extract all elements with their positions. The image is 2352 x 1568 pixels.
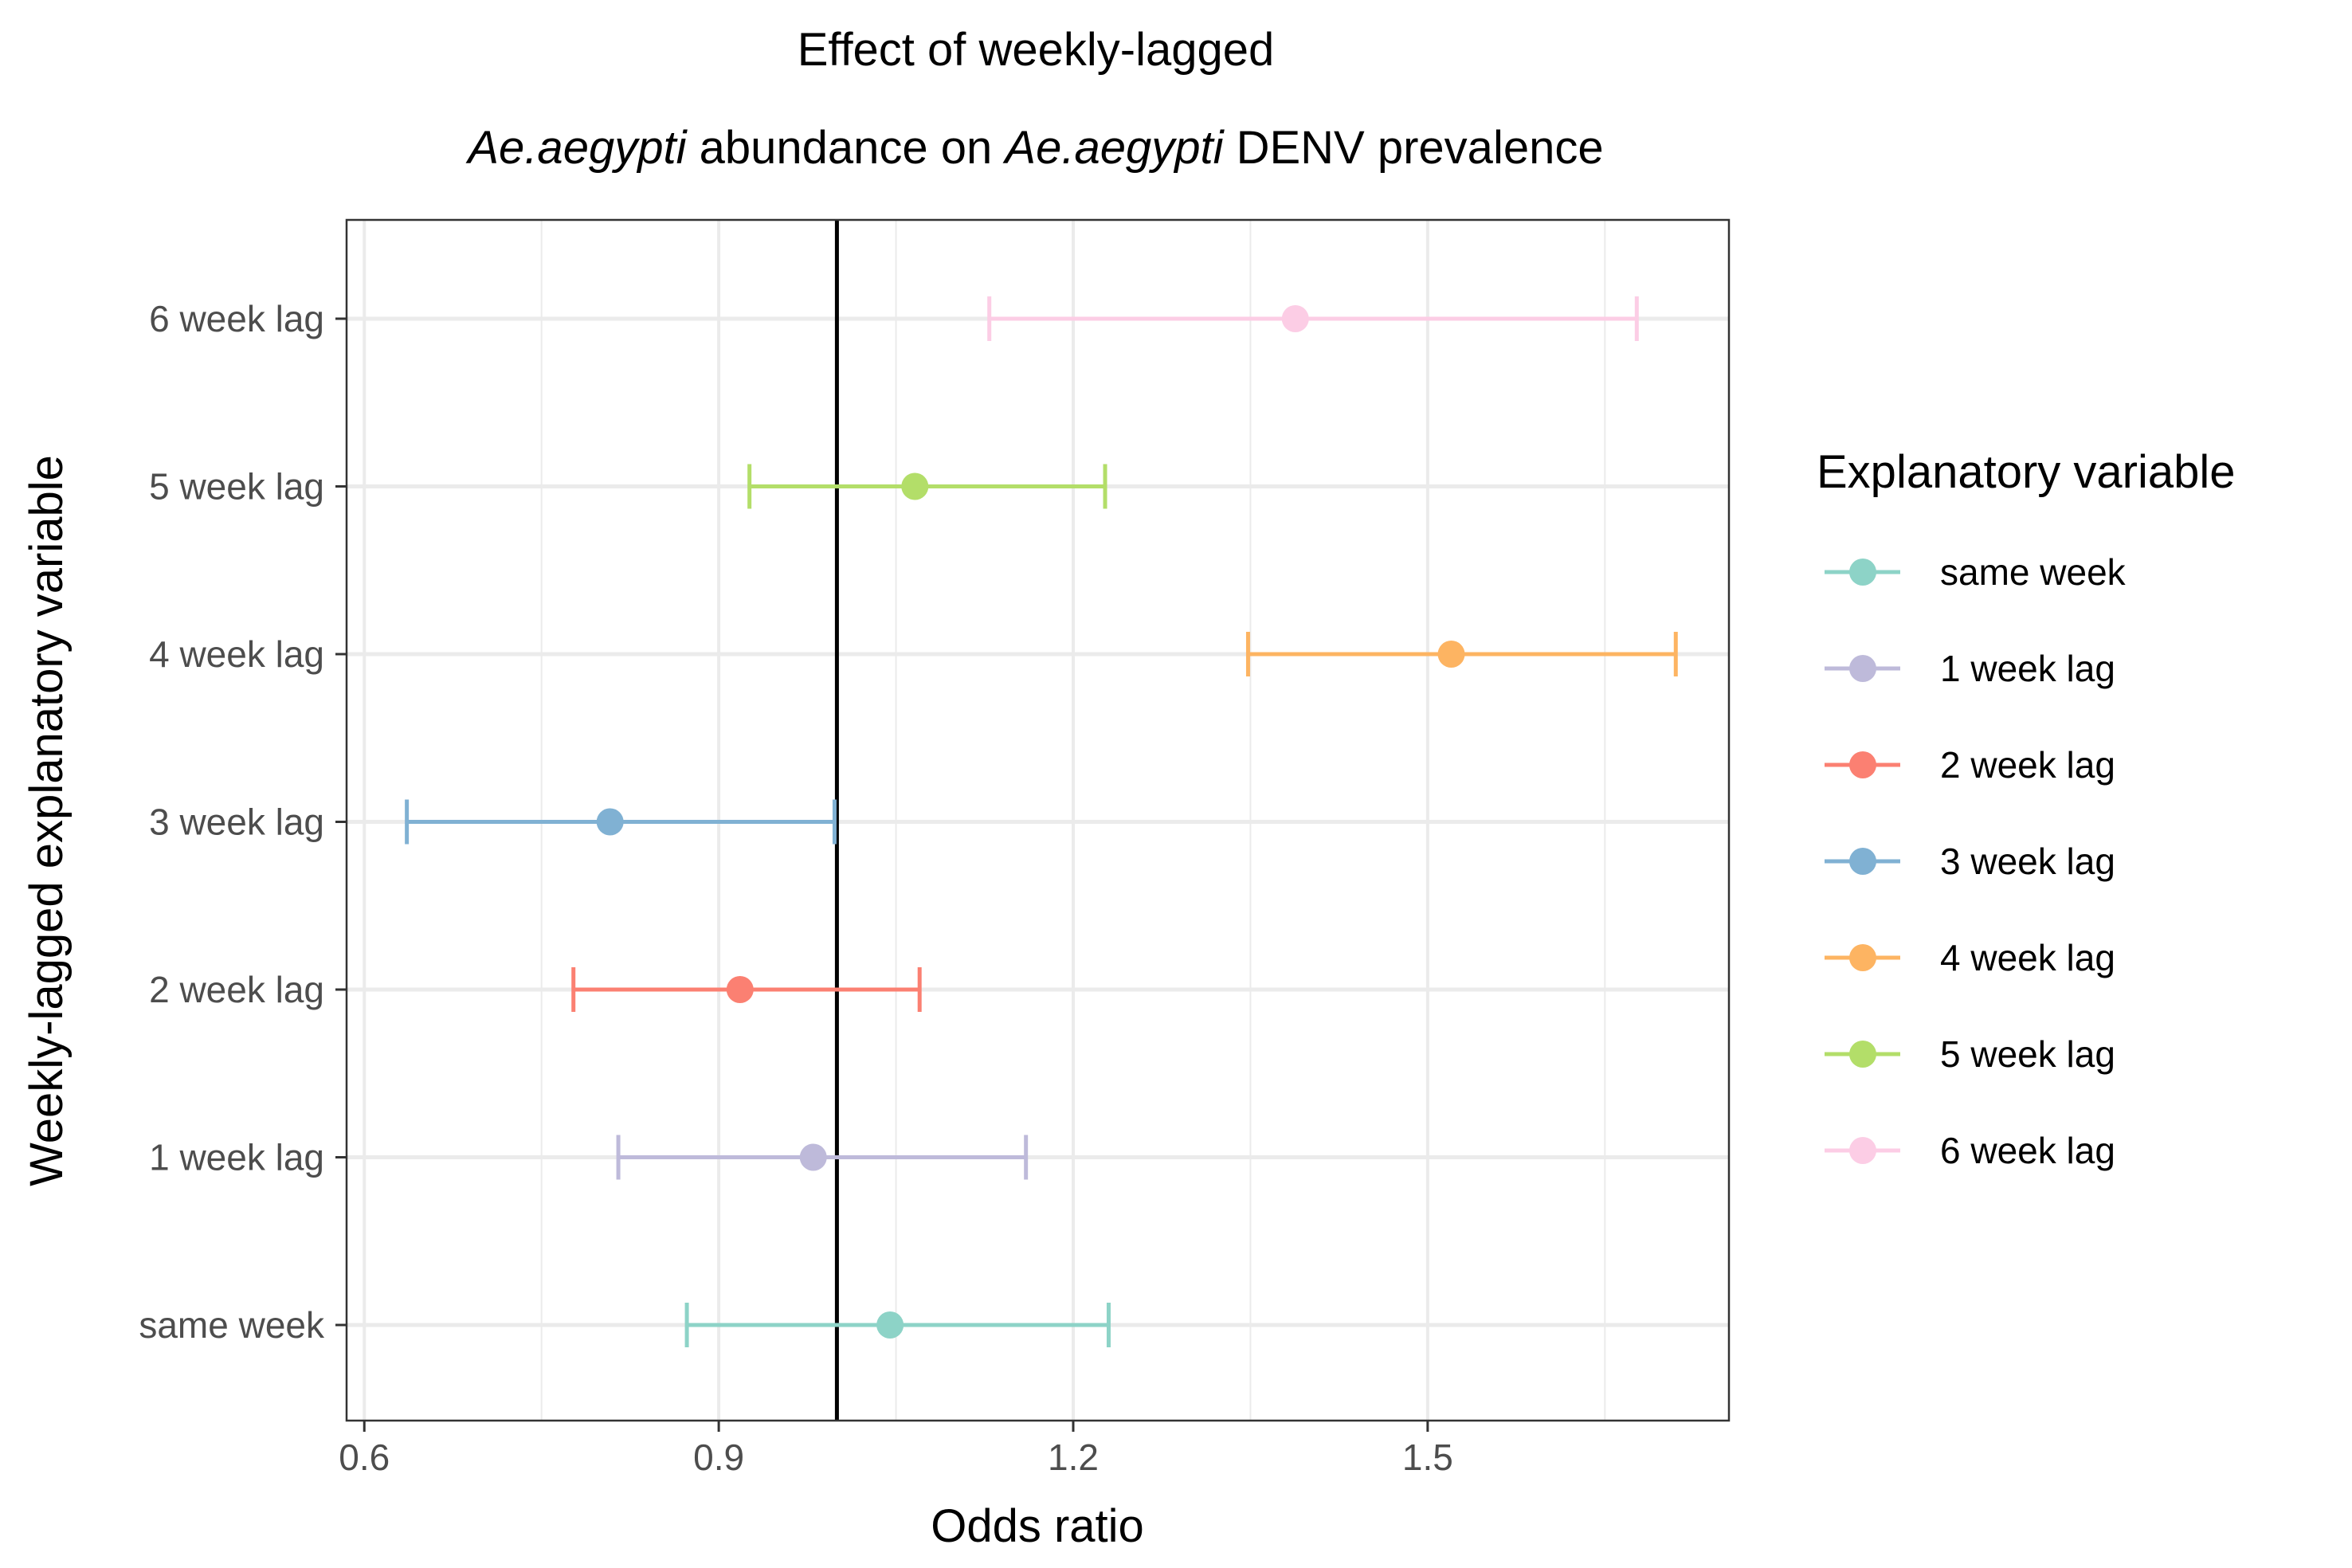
legend-title: Explanatory variable [1817, 446, 2236, 498]
legend-item: 6 week lag [1825, 1130, 2115, 1171]
legend-item: 3 week lag [1825, 841, 2115, 882]
x-tick-label: 1.2 [1048, 1437, 1099, 1478]
estimate-point [876, 1311, 904, 1339]
title-mid-text: abundance on [686, 122, 1005, 174]
estimate-point [726, 976, 754, 1003]
y-tick-label: 5 week lag [149, 466, 324, 508]
series-2-week-lag [571, 967, 922, 1012]
legend-label: 4 week lag [1940, 937, 2115, 978]
series-layer [405, 296, 1678, 1347]
y-tick-label: same week [139, 1304, 325, 1346]
legend-label: 5 week lag [1940, 1033, 2115, 1075]
legend-label: 3 week lag [1940, 841, 2115, 882]
y-tick-label: 4 week lag [149, 633, 324, 675]
legend-key-point [1849, 1137, 1876, 1164]
legend-key-point [1849, 559, 1876, 586]
legend-item: 5 week lag [1825, 1033, 2115, 1075]
legend-item: 1 week lag [1825, 648, 2115, 689]
legend-key-point [1849, 655, 1876, 682]
y-tick-label: 3 week lag [149, 802, 324, 843]
y-tick-label: 2 week lag [149, 969, 324, 1010]
estimate-point [1437, 641, 1465, 668]
legend-item: same week [1825, 551, 2127, 593]
legend-label: 2 week lag [1940, 744, 2115, 786]
legend-label: 6 week lag [1940, 1130, 2115, 1171]
y-tick-label: 6 week lag [149, 298, 324, 339]
legend-key-point [1849, 751, 1876, 778]
series-5-week-lag [747, 464, 1107, 509]
legend: same week 1 week lag 2 week lag 3 week lag 4… [1825, 551, 2127, 1171]
panel-border [345, 218, 1731, 1422]
legend-key-point [1849, 848, 1876, 875]
x-axis: 0.6 0.9 1.2 1.5 [339, 1421, 1453, 1478]
chart-title-line1: Effect of weekly-lagged [798, 24, 1275, 76]
legend-label: same week [1940, 551, 2127, 593]
x-axis-title: Odds ratio [931, 1500, 1144, 1552]
legend-key-point [1849, 1041, 1876, 1068]
legend-label: 1 week lag [1940, 648, 2115, 689]
x-tick-label: 1.5 [1402, 1437, 1453, 1478]
title-end-text: DENV prevalence [1223, 122, 1603, 174]
legend-item: 4 week lag [1825, 937, 2115, 978]
estimate-point [799, 1143, 827, 1171]
x-tick-label: 0.6 [339, 1437, 390, 1478]
y-tick-label: 1 week lag [149, 1137, 324, 1178]
series-3-week-lag [405, 799, 837, 845]
series-4-week-lag [1245, 632, 1678, 676]
title-species-1: Ae.aegypti [465, 122, 688, 174]
y-axis: same week 1 week lag 2 week lag 3 week lag 4… [139, 298, 347, 1346]
legend-item: 2 week lag [1825, 744, 2115, 786]
series-1-week-lag [616, 1135, 1029, 1180]
legend-key-point [1849, 944, 1876, 971]
x-tick-label: 0.9 [693, 1437, 744, 1478]
y-axis-title: Weekly-lagged explanatory variable [21, 455, 73, 1186]
chart-title-line2: Ae.aegypti abundance on Ae.aegypti DENV … [465, 122, 1603, 174]
series-same-week [684, 1303, 1111, 1347]
series-6-week-lag [987, 296, 1639, 341]
estimate-point [596, 808, 624, 836]
estimate-point [1281, 305, 1309, 332]
estimate-point [901, 472, 929, 500]
title-species-2: Ae.aegypti [1002, 122, 1225, 174]
